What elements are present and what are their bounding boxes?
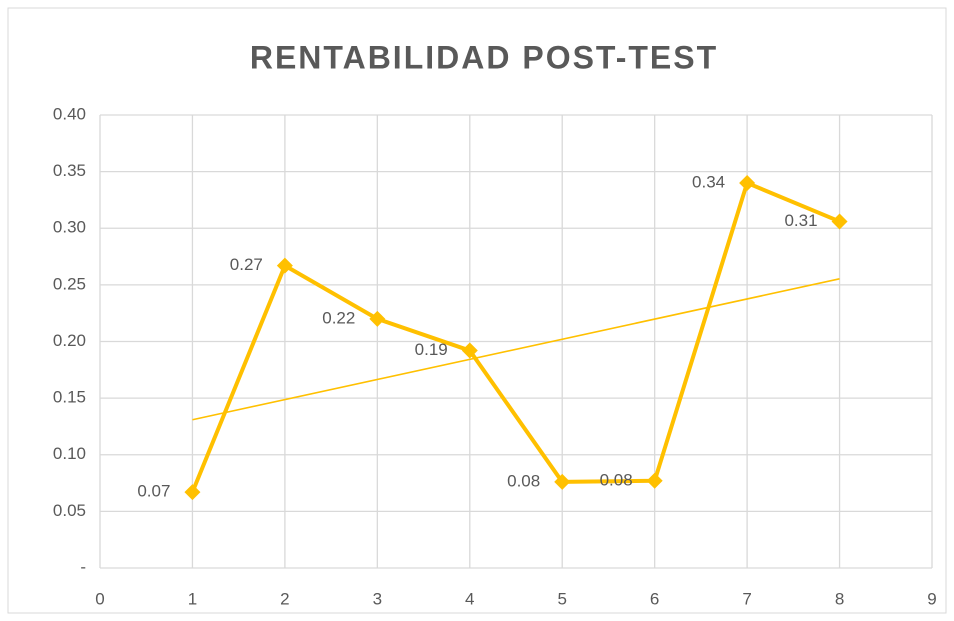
x-tick-label: 9 xyxy=(927,589,936,608)
marker xyxy=(831,213,848,230)
x-tick-label: 7 xyxy=(742,589,751,608)
x-tick-label: 4 xyxy=(465,589,474,608)
data-label: 0.22 xyxy=(322,308,355,327)
data-label: 0.07 xyxy=(137,482,170,501)
chart-title: RENTABILIDAD POST-TEST xyxy=(250,39,718,75)
data-label: 0.08 xyxy=(507,471,540,490)
chart-border xyxy=(7,7,947,614)
marker xyxy=(739,174,756,191)
y-tick-label: 0.30 xyxy=(53,218,86,237)
data-label: 0.27 xyxy=(230,255,263,274)
marker xyxy=(184,484,201,501)
y-tick-label: 0.35 xyxy=(53,161,86,180)
x-tick-label: 3 xyxy=(373,589,382,608)
x-tick-label: 5 xyxy=(557,589,566,608)
marker xyxy=(646,472,663,489)
series-line xyxy=(190,180,841,493)
y-tick-label: 0.15 xyxy=(53,388,86,407)
data-label: 0.31 xyxy=(784,211,817,230)
marker xyxy=(369,310,386,327)
marker xyxy=(276,257,293,274)
y-tick-label: 0.05 xyxy=(53,501,86,520)
marker xyxy=(461,342,478,359)
x-tick-label: 2 xyxy=(280,589,289,608)
y-tick-label: 0.20 xyxy=(53,331,86,350)
data-label: 0.19 xyxy=(415,340,448,359)
y-tick-label: 0.40 xyxy=(53,104,86,123)
x-tick-label: 1 xyxy=(188,589,197,608)
data-label: 0.34 xyxy=(692,172,725,191)
data-label: 0.08 xyxy=(600,470,633,489)
y-tick-label: 0.10 xyxy=(53,444,86,463)
x-tick-label: 8 xyxy=(835,589,844,608)
trend-line xyxy=(192,278,840,421)
x-tick-label: 0 xyxy=(95,589,104,608)
x-tick-label: 6 xyxy=(650,589,659,608)
y-tick-label: 0.25 xyxy=(53,274,86,293)
marker xyxy=(554,473,571,490)
y-tick-label: - xyxy=(80,557,86,576)
